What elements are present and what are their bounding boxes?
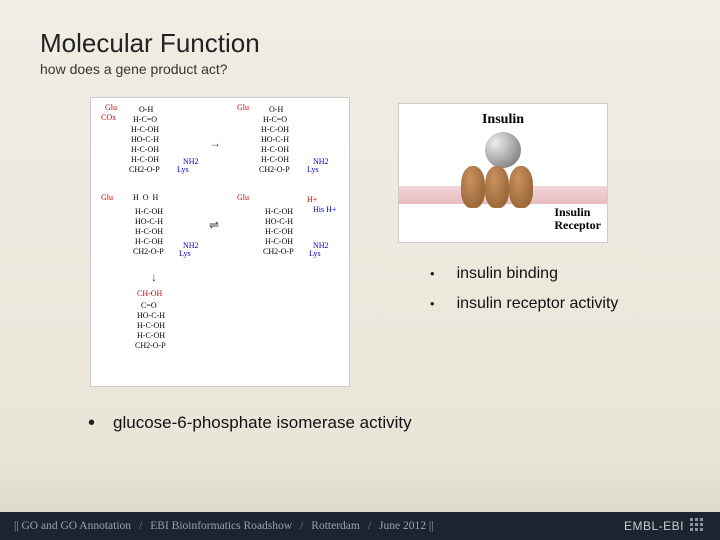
footer-bracket: || bbox=[426, 520, 433, 532]
logo-mark-icon bbox=[690, 518, 706, 534]
footer-separator-icon: / bbox=[139, 520, 142, 532]
footer-separator-icon: / bbox=[368, 520, 371, 532]
bullet-text: insulin receptor activity bbox=[457, 295, 619, 313]
footer-part: June 2012 bbox=[379, 520, 426, 532]
chem-label: Glu bbox=[237, 194, 249, 203]
chem-label: H-C-OH bbox=[265, 228, 293, 237]
chem-label: H-C-OH bbox=[135, 228, 163, 237]
page-title: Molecular Function bbox=[40, 28, 680, 59]
sub-bullet-list: • insulin binding • insulin receptor act… bbox=[430, 265, 680, 313]
chem-label: COx bbox=[101, 114, 116, 123]
chem-label: H-C-OH bbox=[135, 208, 163, 217]
arrow-icon: ⇌ bbox=[209, 218, 219, 232]
bullet-text: insulin binding bbox=[457, 265, 558, 283]
insulin-sphere-icon bbox=[485, 132, 521, 168]
chem-label: Glu bbox=[105, 104, 117, 113]
chem-label: Lys bbox=[309, 250, 321, 259]
page-subtitle: how does a gene product act? bbox=[40, 61, 680, 77]
receptor-lobe-icon bbox=[461, 166, 485, 208]
chem-label: H-C-OH bbox=[261, 146, 289, 155]
receptor-lobe-icon bbox=[485, 166, 509, 208]
receptor-label-line: Receptor bbox=[554, 218, 601, 232]
embl-ebi-logo: EMBL-EBI bbox=[624, 518, 706, 534]
footer-part: GO and GO Annotation bbox=[21, 520, 131, 532]
footer-bar: || GO and GO Annotation / EBI Bioinforma… bbox=[0, 512, 720, 540]
chemistry-diagram: Glu COx O-H H-C=O H-C-OH HO-C-H H-C-OH H… bbox=[90, 97, 350, 387]
chem-label: H-C-OH bbox=[135, 238, 163, 247]
bullet-icon: • bbox=[430, 266, 435, 281]
chem-label: H-C-OH bbox=[131, 146, 159, 155]
logo-text: EMBL-EBI bbox=[624, 519, 684, 533]
right-column: Insulin Insulin Receptor • insulin bindi… bbox=[390, 97, 680, 325]
chem-label: Lys bbox=[177, 166, 189, 175]
chem-label: H-C-OH bbox=[137, 332, 165, 341]
chem-label: CH2-O-P bbox=[259, 166, 290, 175]
bullet-icon: • bbox=[430, 296, 435, 311]
list-item: • insulin binding bbox=[430, 265, 680, 283]
bullet-text: glucose-6-phosphate isomerase activity bbox=[113, 413, 412, 433]
chem-label: H-C-OH bbox=[265, 208, 293, 217]
chem-label: H-C=O bbox=[133, 116, 157, 125]
chem-label: H-C-OH bbox=[131, 126, 159, 135]
chem-label: HO-C-H bbox=[131, 136, 159, 145]
arrow-icon: → bbox=[209, 136, 221, 150]
content-row: Glu COx O-H H-C=O H-C-OH HO-C-H H-C-OH H… bbox=[40, 97, 680, 387]
chem-label: HO-C-H bbox=[137, 312, 165, 321]
chem-label: HO-C-H bbox=[261, 136, 289, 145]
arrow-icon: ↓ bbox=[151, 270, 157, 284]
chem-label: O-H bbox=[139, 106, 153, 115]
chem-label: CH2-O-P bbox=[135, 342, 166, 351]
chem-label: Lys bbox=[307, 166, 319, 175]
chem-label: Glu bbox=[101, 194, 113, 203]
footer-part: EBI Bioinformatics Roadshow bbox=[150, 520, 292, 532]
receptor-label-line: Insulin bbox=[554, 205, 590, 219]
chem-label: Lys bbox=[179, 250, 191, 259]
main-bullet: • glucose-6-phosphate isomerase activity bbox=[88, 413, 680, 433]
footer-part: Rotterdam bbox=[311, 520, 360, 532]
chem-label: O-H bbox=[269, 106, 283, 115]
insulin-label: Insulin bbox=[482, 112, 524, 128]
chem-label: Glu bbox=[237, 104, 249, 113]
footer-separator-icon: / bbox=[300, 520, 303, 532]
bullet-icon: • bbox=[88, 413, 95, 433]
chem-label: CH2-O-P bbox=[133, 248, 164, 257]
slide: Molecular Function how does a gene produ… bbox=[0, 0, 720, 540]
receptor-label: Insulin Receptor bbox=[554, 206, 601, 232]
chem-label: HO-C-H bbox=[135, 218, 163, 227]
chem-label: H-C-OH bbox=[265, 238, 293, 247]
chem-label: HO-C-H bbox=[265, 218, 293, 227]
chem-label: H-C-OH bbox=[261, 156, 289, 165]
receptor-lobe-icon bbox=[509, 166, 533, 208]
chem-label: H-C-OH bbox=[261, 126, 289, 135]
footer-bracket: || bbox=[14, 520, 21, 532]
chem-label: H-C-OH bbox=[131, 156, 159, 165]
insulin-diagram: Insulin Insulin Receptor bbox=[398, 103, 608, 243]
list-item: • insulin receptor activity bbox=[430, 295, 680, 313]
chem-label: His H+ bbox=[313, 206, 336, 215]
chem-label: CH2-O-P bbox=[129, 166, 160, 175]
chem-label: H-C-OH bbox=[137, 322, 165, 331]
chem-label: H-C=O bbox=[263, 116, 287, 125]
chem-label: CH2-O-P bbox=[263, 248, 294, 257]
